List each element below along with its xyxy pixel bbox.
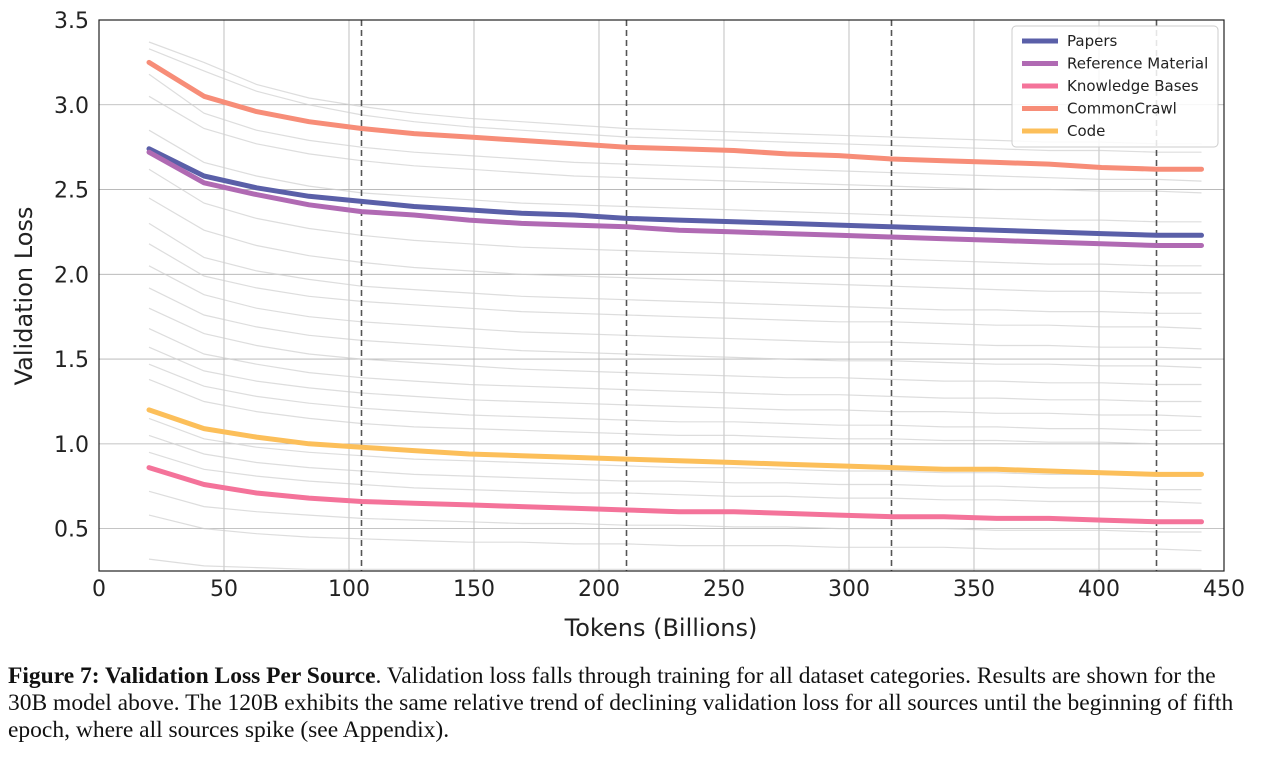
x-tick-labels: 0 50 100 150 200 250 300 350 400 450 [92, 577, 1245, 602]
background-series-line [148, 222, 1202, 314]
series-group [146, 59, 1204, 525]
background-series-line [148, 514, 1202, 552]
x-tick-label: 350 [953, 577, 995, 602]
x-tick-label: 100 [328, 577, 370, 602]
background-series-line [148, 95, 1202, 194]
background-series-line [148, 243, 1202, 330]
y-tick-label: 0.5 [54, 518, 89, 543]
series-line-code [146, 407, 1204, 477]
x-tick-label: 150 [453, 577, 495, 602]
y-tick-labels: 0.5 1.0 1.5 2.0 2.5 3.0 3.5 [54, 9, 89, 543]
background-series-line [148, 168, 1202, 267]
x-tick-label: 50 [210, 577, 238, 602]
legend-label: Papers [1067, 32, 1117, 50]
background-series-line [148, 73, 1202, 182]
background-series-line [148, 434, 1202, 491]
background-series-line [148, 287, 1202, 369]
background-series-line [148, 346, 1202, 418]
x-tick-label: 0 [92, 577, 106, 602]
series-line-knowledge-bases [146, 465, 1204, 525]
background-series-line [148, 451, 1202, 504]
plot-frame [98, 19, 1225, 572]
background-series-line [148, 363, 1202, 431]
x-tick-label: 300 [828, 577, 870, 602]
series-line-commoncrawl [146, 59, 1204, 172]
x-tick-label: 450 [1203, 577, 1245, 602]
caption-title: Figure 7: Validation Loss Per Source [8, 663, 376, 689]
background-series-line [148, 378, 1202, 445]
caption-text: . Validation loss falls through training… [8, 663, 1234, 743]
background-series-line [148, 129, 1202, 223]
background-series-line [148, 265, 1202, 350]
legend-label: Reference Material [1067, 55, 1208, 73]
x-tick-label: 200 [578, 577, 620, 602]
y-tick-label: 1.0 [54, 433, 89, 458]
x-axis-label: Tokens (Billions) [564, 614, 758, 642]
validation-loss-chart: 0 50 100 150 200 250 300 350 400 450 0.5 1.0 1.5 2.0… [10, 9, 1245, 642]
legend: Papers Reference Material Knowledge Bases C… [1011, 25, 1219, 148]
x-tick-label: 250 [703, 577, 745, 602]
y-tick-label: 1.5 [54, 348, 89, 373]
y-axis-label: Validation Loss [10, 207, 38, 386]
background-series-line [148, 48, 1202, 153]
y-tick-label: 2.0 [54, 263, 89, 288]
background-series-line [148, 307, 1202, 386]
y-tick-label: 2.5 [54, 179, 89, 204]
series-line-reference-material [146, 149, 1204, 248]
y-tick-label: 3.5 [54, 9, 89, 34]
legend-label: CommonCrawl [1067, 100, 1177, 118]
background-series-line [148, 197, 1202, 294]
background-series-line [148, 328, 1202, 403]
figure-caption: Figure 7: Validation Loss Per Source. Va… [8, 663, 1258, 744]
background-series-group [148, 41, 1202, 570]
background-series-line [148, 417, 1202, 477]
legend-label: Knowledge Bases [1067, 77, 1199, 95]
legend-box [1011, 25, 1219, 148]
background-series-line [148, 558, 1202, 570]
series-line-papers [146, 146, 1204, 238]
legend-label: Code [1067, 122, 1105, 140]
x-tick-label: 400 [1078, 577, 1120, 602]
y-tick-label: 3.0 [54, 94, 89, 119]
background-series-line [148, 490, 1202, 533]
